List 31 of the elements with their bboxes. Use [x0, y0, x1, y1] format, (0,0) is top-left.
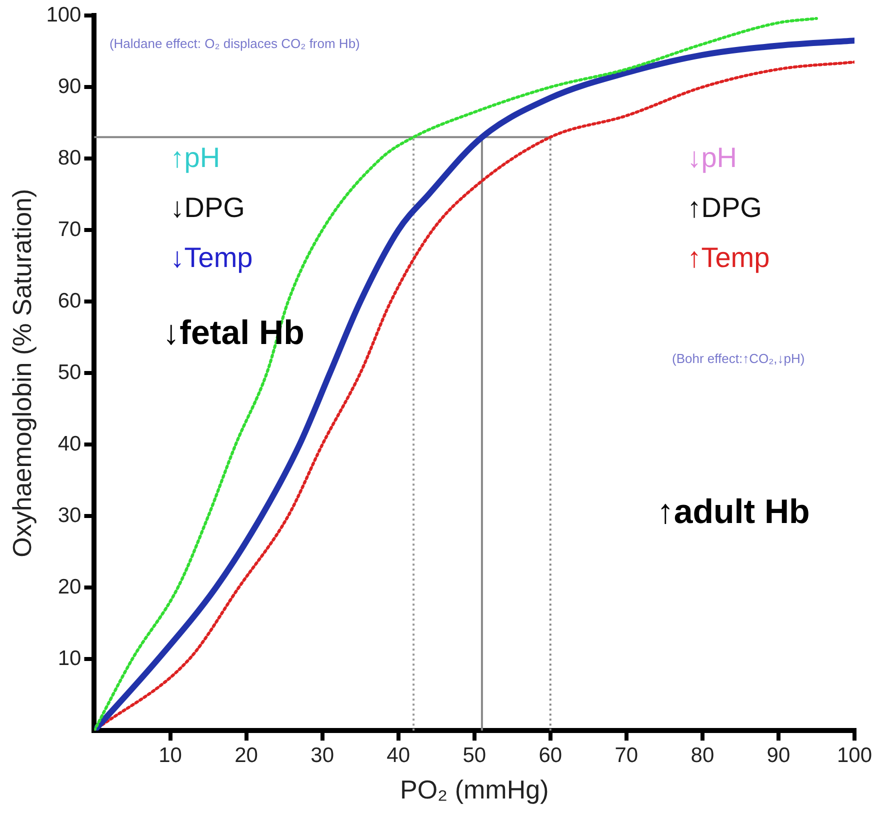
annotation: ↑pH [170, 142, 220, 174]
annotation: ↑DPG [687, 192, 762, 224]
x-tick-label: 60 [538, 744, 562, 767]
y-tick-label: 100 [46, 3, 82, 26]
y-tick-label: 20 [58, 575, 82, 598]
annotation: ↑adult Hb [656, 492, 810, 531]
y-tick-label: 40 [58, 432, 82, 456]
y-tick-label: 30 [58, 504, 82, 527]
annotation: ↓DPG [170, 192, 245, 224]
annotation: ↓pH [687, 142, 738, 174]
y-axis-title: Oxyhaemoglobin (% Saturation) [6, 188, 37, 558]
y-tick-label: 70 [58, 218, 82, 241]
annotation: (Haldane effect: O₂ displaces CO₂ from Hb) [109, 36, 360, 52]
x-tick-label: 50 [462, 744, 486, 767]
x-axis-title: PO₂ (mmHg) [400, 774, 549, 805]
x-tick-label: 70 [614, 744, 638, 767]
y-tick-label: 50 [58, 360, 82, 384]
x-tick-label: 40 [386, 744, 410, 767]
y-tick-label: 80 [58, 146, 82, 170]
y-tick-label: 60 [58, 289, 82, 312]
x-tick-label: 80 [690, 744, 714, 767]
x-tick-label: 100 [836, 744, 872, 767]
x-tick-label: 10 [158, 744, 182, 767]
annotation: ↓Temp [170, 242, 253, 274]
y-tick-label: 90 [58, 74, 82, 98]
y-tick-label: 10 [58, 646, 82, 670]
x-tick-label: 90 [766, 744, 790, 767]
x-tick-label: 20 [234, 744, 258, 767]
annotation: ↑Temp [687, 242, 770, 274]
x-tick-label: 30 [310, 744, 334, 767]
annotation: (Bohr effect:↑CO₂,↓pH) [672, 350, 805, 366]
